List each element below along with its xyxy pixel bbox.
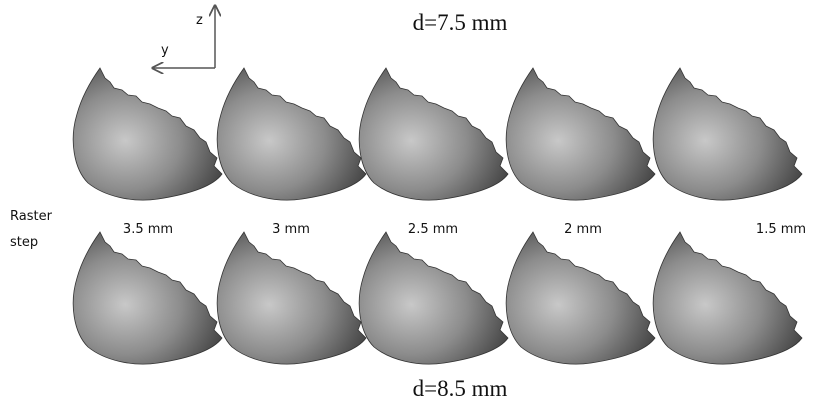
specimen	[217, 232, 366, 364]
y-label: y	[161, 43, 169, 58]
specimens	[73, 68, 802, 364]
row-label: step	[10, 235, 38, 250]
specimen	[359, 68, 508, 200]
specimen	[73, 68, 222, 200]
specimen	[73, 232, 222, 364]
specimen	[506, 68, 655, 200]
row-label: Raster	[10, 209, 53, 224]
specimen	[653, 68, 802, 200]
specimen	[506, 232, 655, 364]
specimen	[359, 232, 508, 364]
step-label: 3.5 mm	[123, 222, 173, 237]
title-bottom: d=8.5 mm	[413, 376, 508, 401]
z-label: z	[196, 13, 203, 28]
step-label: 2.5 mm	[408, 222, 458, 237]
step-label: 3 mm	[272, 222, 310, 237]
specimen	[653, 232, 802, 364]
figure: z y d=7.5 mm d=8.5 mm Raster step 3.5 mm…	[0, 0, 837, 405]
specimen	[217, 68, 366, 200]
title-top: d=7.5 mm	[413, 10, 508, 35]
step-label: 2 mm	[564, 222, 602, 237]
step-label: 1.5 mm	[756, 222, 806, 237]
